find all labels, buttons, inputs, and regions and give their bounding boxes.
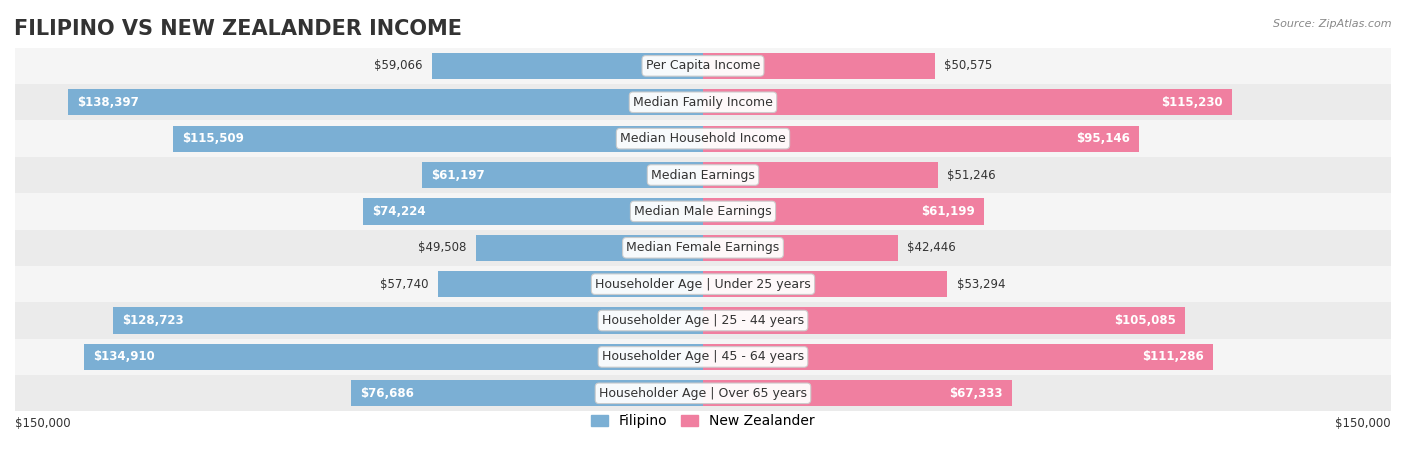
Text: Householder Age | 45 - 64 years: Householder Age | 45 - 64 years xyxy=(602,350,804,363)
Text: Median Male Earnings: Median Male Earnings xyxy=(634,205,772,218)
Text: FILIPINO VS NEW ZEALANDER INCOME: FILIPINO VS NEW ZEALANDER INCOME xyxy=(14,19,463,39)
Bar xyxy=(15,48,1391,84)
Bar xyxy=(703,89,1232,115)
Text: $95,146: $95,146 xyxy=(1077,132,1130,145)
Text: Median Household Income: Median Household Income xyxy=(620,132,786,145)
Text: $74,224: $74,224 xyxy=(371,205,426,218)
Text: $61,197: $61,197 xyxy=(432,169,485,182)
Bar xyxy=(363,198,703,225)
Text: $59,066: $59,066 xyxy=(374,59,423,72)
Bar xyxy=(703,235,897,261)
Text: $49,508: $49,508 xyxy=(419,241,467,255)
Bar xyxy=(703,344,1213,370)
Text: Median Female Earnings: Median Female Earnings xyxy=(627,241,779,255)
Text: $115,230: $115,230 xyxy=(1161,96,1222,109)
Text: Householder Age | Under 25 years: Householder Age | Under 25 years xyxy=(595,278,811,290)
Bar xyxy=(703,53,935,79)
Bar xyxy=(352,380,703,406)
Text: $51,246: $51,246 xyxy=(948,169,995,182)
Bar xyxy=(69,89,703,115)
Text: $57,740: $57,740 xyxy=(381,278,429,290)
Bar xyxy=(422,162,703,188)
Text: $67,333: $67,333 xyxy=(949,387,1002,400)
Bar xyxy=(15,84,1391,120)
Text: Source: ZipAtlas.com: Source: ZipAtlas.com xyxy=(1274,19,1392,28)
Bar xyxy=(703,271,948,297)
Text: $42,446: $42,446 xyxy=(907,241,956,255)
Bar xyxy=(15,375,1391,411)
Text: Householder Age | 25 - 44 years: Householder Age | 25 - 44 years xyxy=(602,314,804,327)
Bar xyxy=(703,198,984,225)
Text: $115,509: $115,509 xyxy=(183,132,245,145)
Text: $61,199: $61,199 xyxy=(921,205,974,218)
Bar xyxy=(703,307,1185,333)
Bar xyxy=(703,126,1139,152)
Legend: Filipino, New Zealander: Filipino, New Zealander xyxy=(585,409,821,434)
Bar xyxy=(15,193,1391,230)
Text: $150,000: $150,000 xyxy=(15,417,70,430)
Text: $53,294: $53,294 xyxy=(956,278,1005,290)
Bar xyxy=(703,380,1012,406)
Bar xyxy=(15,266,1391,302)
Bar xyxy=(112,307,703,333)
Text: Median Earnings: Median Earnings xyxy=(651,169,755,182)
Bar xyxy=(15,339,1391,375)
Text: $134,910: $134,910 xyxy=(93,350,155,363)
Bar xyxy=(703,162,938,188)
Text: $105,085: $105,085 xyxy=(1114,314,1175,327)
Bar xyxy=(84,344,703,370)
Text: $150,000: $150,000 xyxy=(1336,417,1391,430)
Text: $128,723: $128,723 xyxy=(122,314,183,327)
Text: $111,286: $111,286 xyxy=(1143,350,1205,363)
Text: $138,397: $138,397 xyxy=(77,96,139,109)
Text: Median Family Income: Median Family Income xyxy=(633,96,773,109)
Bar xyxy=(15,230,1391,266)
Bar xyxy=(15,120,1391,157)
Text: Per Capita Income: Per Capita Income xyxy=(645,59,761,72)
Text: $76,686: $76,686 xyxy=(360,387,415,400)
Text: $50,575: $50,575 xyxy=(945,59,993,72)
Bar xyxy=(15,302,1391,339)
Bar xyxy=(439,271,703,297)
Bar xyxy=(432,53,703,79)
Bar xyxy=(475,235,703,261)
Bar xyxy=(173,126,703,152)
Bar xyxy=(15,157,1391,193)
Text: Householder Age | Over 65 years: Householder Age | Over 65 years xyxy=(599,387,807,400)
